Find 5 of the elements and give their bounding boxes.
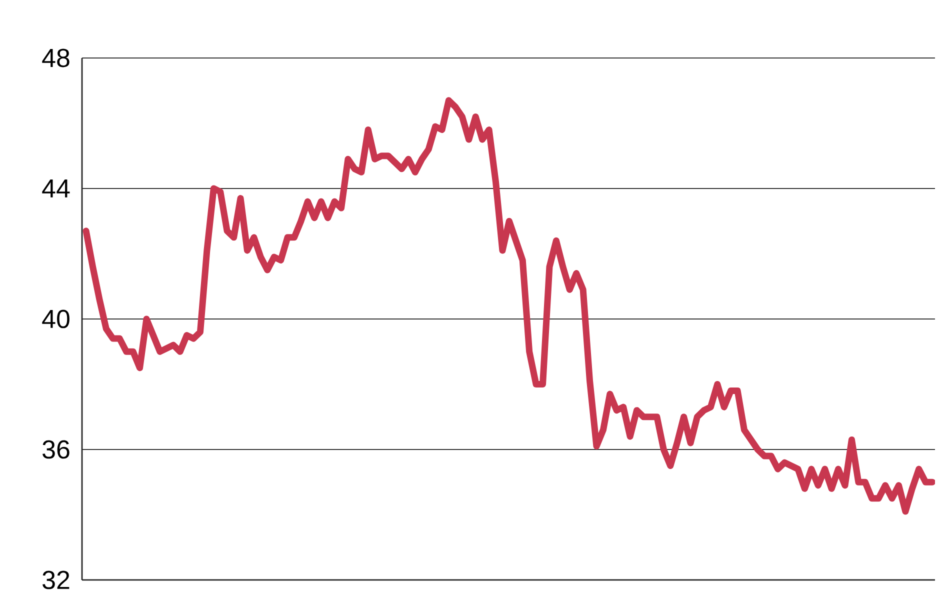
y-tick-label: 44: [42, 180, 70, 198]
y-tick-label: 48: [42, 48, 70, 68]
y-tick-label: 40: [42, 310, 70, 328]
y-tick-label: 36: [42, 440, 70, 459]
y-tick-label: 32: [42, 570, 70, 590]
